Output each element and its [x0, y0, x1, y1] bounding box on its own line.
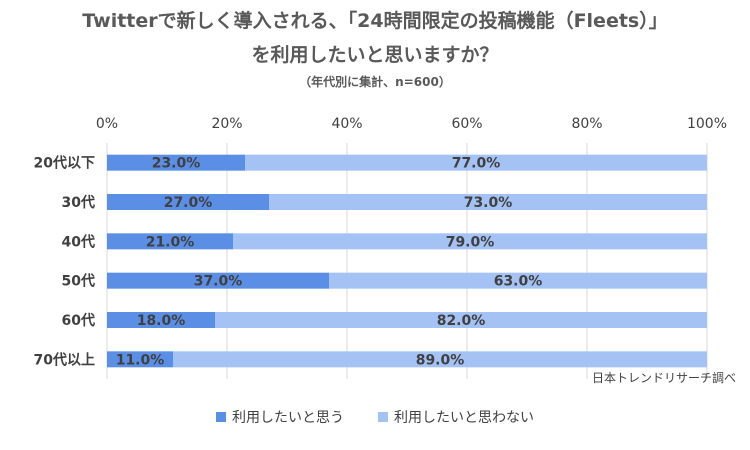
source-note: 日本トレンドリサーチ調べ: [591, 371, 736, 385]
legend-label-series1: 利用したいと思う: [232, 410, 344, 426]
data-label: 79.0%: [446, 234, 495, 250]
bar-segment: [107, 351, 173, 368]
data-label: 73.0%: [464, 195, 513, 211]
x-tick-label: 40%: [331, 116, 362, 132]
data-label: 11.0%: [116, 352, 165, 368]
legend-item-series2: 利用したいと思わない: [378, 407, 534, 427]
bar-segment: [173, 351, 707, 368]
bar-segment: [329, 272, 707, 289]
data-label: 37.0%: [194, 274, 243, 290]
bar-segment: [107, 233, 233, 250]
x-tick-label: 60%: [451, 116, 482, 132]
bar-segment: [107, 312, 215, 328]
y-category-label: 40代: [62, 233, 95, 250]
data-label: 23.0%: [152, 156, 201, 172]
legend-item-series1: 利用したいと思う: [216, 407, 344, 427]
bar-segment: [245, 154, 707, 171]
bar-segment: [269, 194, 707, 210]
x-tick-label: 20%: [211, 116, 242, 132]
x-tick-label: 0%: [96, 116, 118, 132]
y-category-label: 30代: [62, 194, 95, 211]
chart-legend: 利用したいと思う 利用したいと思わない: [0, 407, 750, 427]
x-tick-label: 80%: [571, 116, 602, 132]
y-category-label: 70代以上: [34, 351, 95, 368]
y-category-label: 20代以下: [34, 155, 95, 172]
x-tick-label: 100%: [687, 116, 727, 132]
chart-title-line2: を利用したいと思いますか？: [251, 44, 499, 66]
y-category-label: 60代: [62, 312, 95, 329]
bar-segment: [107, 154, 245, 171]
data-label: 89.0%: [416, 352, 465, 368]
chart-subtitle: （年代別に集計、n=600）: [299, 75, 451, 89]
data-label: 18.0%: [137, 313, 186, 329]
bar-chart: 0% 20% 40% 60% 80% 100% 23.0% 77.0% 20代以下 27.0% 73…: [34, 116, 727, 379]
legend-swatch-series2: [378, 412, 388, 422]
data-label: 63.0%: [494, 274, 543, 290]
legend-swatch-series1: [216, 412, 226, 422]
bar-segment: [233, 233, 707, 250]
data-label: 77.0%: [452, 156, 501, 172]
chart-title-line1: Twitterで新しく導入される、「24時間限定の投稿機能（Fleets）」: [82, 10, 668, 32]
bar-segment: [107, 272, 329, 289]
bar-segment: [107, 194, 269, 210]
data-label: 82.0%: [437, 313, 486, 329]
y-category-label: 50代: [62, 273, 95, 290]
data-label: 21.0%: [146, 234, 195, 250]
legend-label-series2: 利用したいと思わない: [394, 410, 534, 426]
data-label: 27.0%: [164, 195, 213, 211]
bar-segment: [215, 312, 707, 328]
